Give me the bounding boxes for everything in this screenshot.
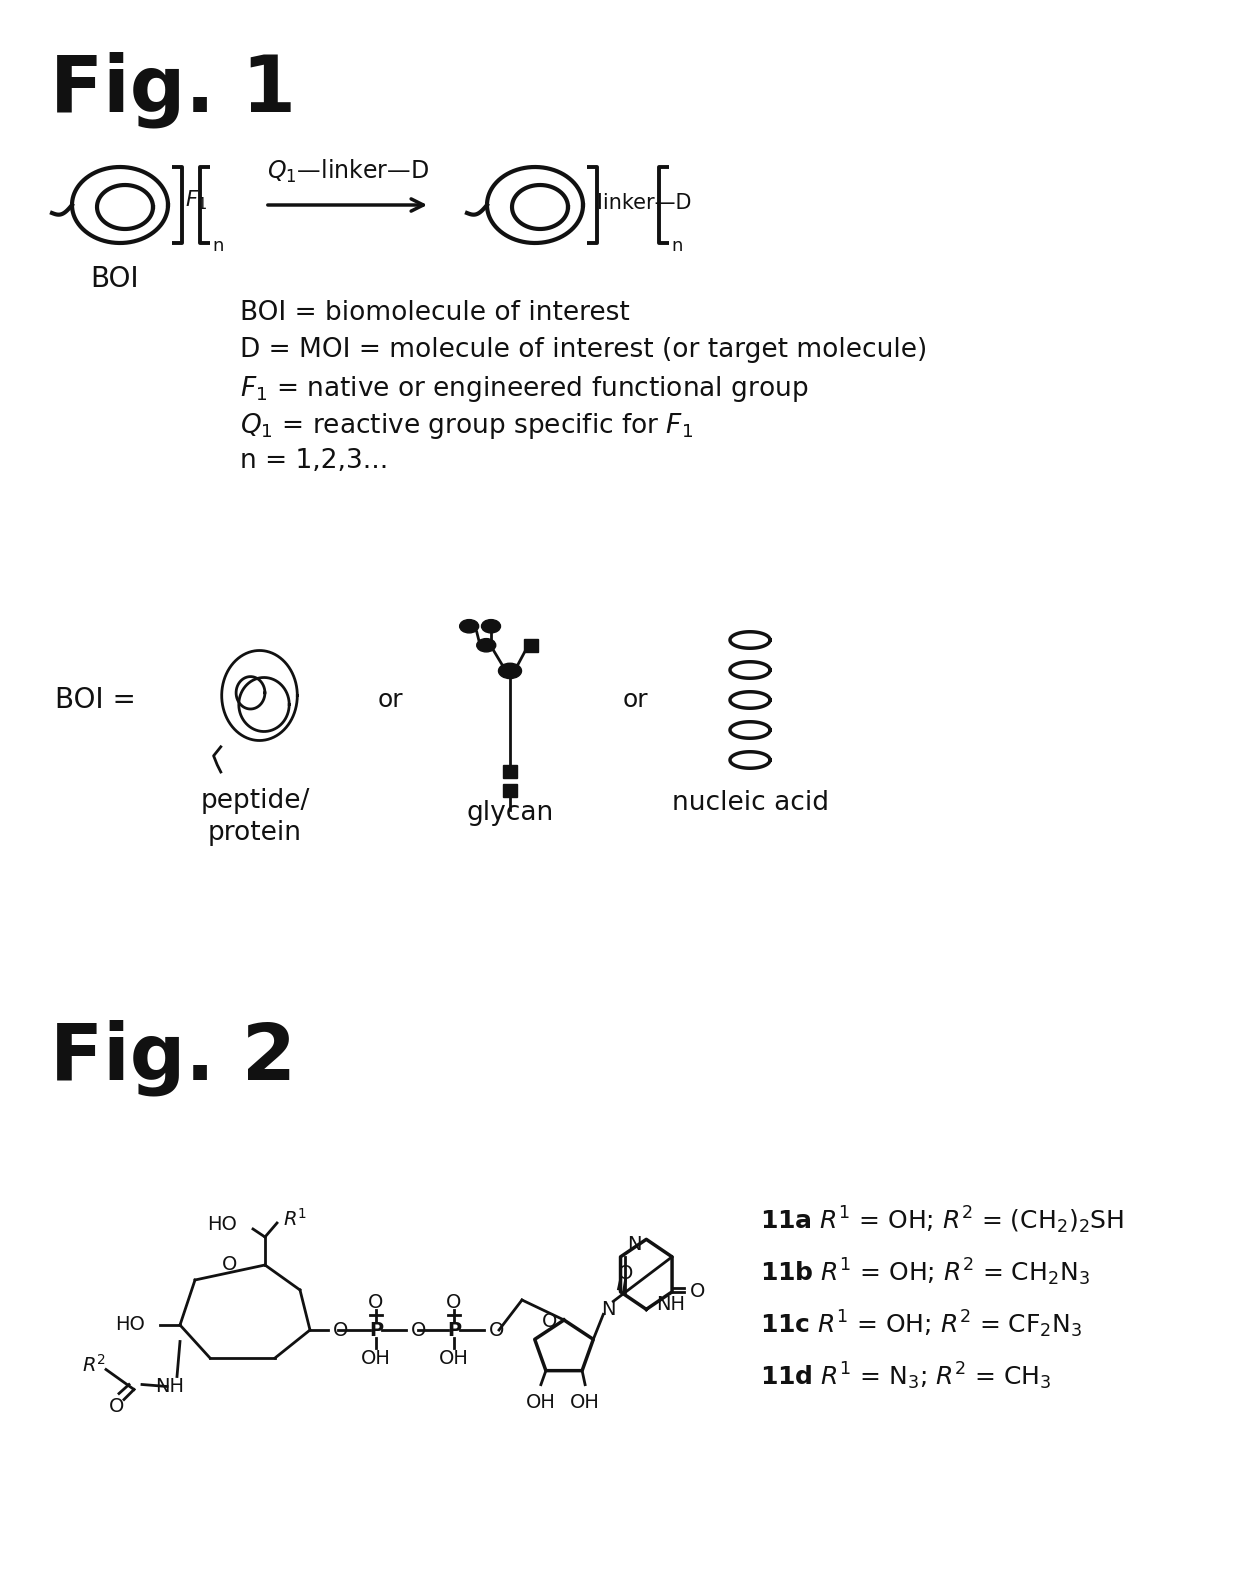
Text: n: n — [671, 237, 682, 254]
Text: NH: NH — [155, 1377, 185, 1396]
Text: O: O — [410, 1320, 427, 1339]
Text: N: N — [627, 1236, 641, 1254]
Text: $\mathbf{11b}$ $R^1$ = OH; $R^2$ = CH$_2$N$_3$: $\mathbf{11b}$ $R^1$ = OH; $R^2$ = CH$_2… — [760, 1256, 1090, 1287]
Text: HO: HO — [207, 1215, 237, 1234]
Text: Fig. 2: Fig. 2 — [50, 1020, 296, 1096]
Ellipse shape — [460, 620, 479, 633]
Text: O: O — [222, 1254, 238, 1273]
Text: $Q_1$ = reactive group specific for $F_1$: $Q_1$ = reactive group specific for $F_1… — [241, 411, 693, 441]
Text: NH: NH — [656, 1295, 686, 1314]
Text: HO: HO — [115, 1316, 145, 1334]
Text: n = 1,2,3...: n = 1,2,3... — [241, 447, 388, 474]
Text: O: O — [334, 1320, 348, 1339]
Text: linker—D: linker—D — [596, 193, 692, 214]
Text: OH: OH — [361, 1349, 391, 1367]
Text: O: O — [618, 1264, 634, 1283]
Text: n: n — [212, 237, 223, 254]
Text: D = MOI = molecule of interest (or target molecule): D = MOI = molecule of interest (or targe… — [241, 338, 928, 363]
Text: peptide/
protein: peptide/ protein — [201, 788, 310, 846]
Text: $\mathbf{11c}$ $R^1$ = OH; $R^2$ = CF$_2$N$_3$: $\mathbf{11c}$ $R^1$ = OH; $R^2$ = CF$_2… — [760, 1308, 1083, 1339]
Text: BOI: BOI — [91, 265, 139, 294]
Text: N: N — [601, 1300, 615, 1319]
Text: $F_1$ = native or engineered functional group: $F_1$ = native or engineered functional … — [241, 374, 808, 403]
Text: $R^1$: $R^1$ — [283, 1207, 308, 1229]
Text: $\mathbf{11a}$ $R^1$ = OH; $R^2$ = (CH$_2$)$_2$SH: $\mathbf{11a}$ $R^1$ = OH; $R^2$ = (CH$_… — [760, 1204, 1125, 1236]
Text: Fig. 1: Fig. 1 — [50, 52, 296, 129]
Bar — [525, 639, 538, 652]
Text: O: O — [542, 1313, 557, 1331]
Text: P: P — [446, 1320, 461, 1339]
Text: O: O — [446, 1292, 461, 1311]
Text: O: O — [489, 1320, 505, 1339]
Text: $Q_1$—linker—D: $Q_1$—linker—D — [267, 159, 429, 185]
Ellipse shape — [498, 663, 522, 678]
Text: OH: OH — [570, 1393, 600, 1411]
Text: or: or — [377, 688, 403, 713]
Bar — [503, 765, 517, 779]
Text: OH: OH — [439, 1349, 469, 1367]
Text: $\mathbf{11d}$ $R^1$ = N$_3$; $R^2$ = CH$_3$: $\mathbf{11d}$ $R^1$ = N$_3$; $R^2$ = CH… — [760, 1360, 1052, 1391]
Text: nucleic acid: nucleic acid — [672, 790, 828, 816]
Text: or: or — [622, 688, 647, 713]
Ellipse shape — [476, 639, 496, 652]
Text: $F_1$: $F_1$ — [185, 188, 207, 212]
Text: glycan: glycan — [466, 801, 553, 826]
Text: BOI = biomolecule of interest: BOI = biomolecule of interest — [241, 300, 630, 327]
Bar — [503, 783, 517, 798]
Text: P: P — [370, 1320, 383, 1339]
Text: O: O — [109, 1397, 125, 1416]
Text: O: O — [689, 1283, 706, 1302]
Text: $R^2$: $R^2$ — [82, 1353, 107, 1375]
Text: O: O — [368, 1292, 383, 1311]
Text: OH: OH — [526, 1393, 556, 1411]
Ellipse shape — [481, 620, 501, 633]
Text: BOI =: BOI = — [55, 686, 136, 714]
